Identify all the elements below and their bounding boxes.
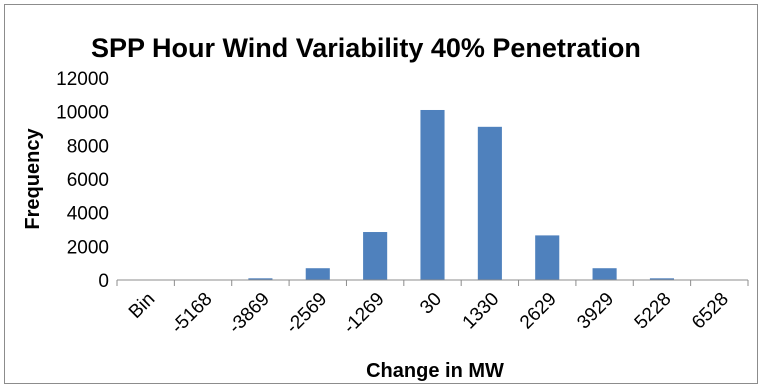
x-tick-label: 1330 — [459, 289, 504, 334]
y-axis-ticks: 0 2000 4000 6000 8000 10000 12000 — [56, 69, 109, 292]
x-tick-label: -1269 — [339, 289, 388, 338]
bar — [420, 109, 445, 280]
x-tick-label: 30 — [416, 289, 446, 319]
bar-chart: SPP Hour Wind Variability 40% Penetratio… — [22, 33, 749, 382]
bar — [535, 235, 560, 280]
x-tick-label: -2569 — [282, 289, 331, 338]
bar — [305, 268, 330, 280]
y-tick-label: 2000 — [67, 237, 109, 258]
x-tick-label: -3869 — [225, 289, 274, 338]
bar — [363, 232, 388, 280]
x-tick-label: Bin — [125, 289, 159, 323]
x-tick-label: 2629 — [516, 289, 561, 334]
chart-frame: SPP Hour Wind Variability 40% Penetratio… — [4, 4, 758, 384]
bar — [592, 268, 617, 280]
y-tick-label: 10000 — [56, 103, 109, 124]
chart-title: SPP Hour Wind Variability 40% Penetratio… — [91, 33, 641, 63]
bar — [248, 278, 273, 280]
x-tick-label: 5228 — [631, 289, 676, 334]
y-tick-label: 8000 — [67, 136, 109, 157]
y-tick-label: 4000 — [67, 204, 109, 225]
x-axis-ticks: Bin -5168 -3869 -2569 -1269 30 1330 2629 3929 522… — [116, 280, 749, 338]
x-tick-label: 3929 — [573, 289, 618, 334]
bars — [248, 109, 675, 280]
y-tick-label: 12000 — [56, 69, 109, 90]
y-tick-label: 0 — [98, 271, 109, 292]
y-tick-label: 6000 — [67, 170, 109, 191]
bar — [649, 278, 675, 280]
x-tick-label: 6528 — [688, 289, 733, 334]
bar — [477, 126, 502, 280]
x-axis-label: Change in MW — [366, 360, 504, 382]
y-axis-label: Frequency — [22, 128, 44, 230]
x-tick-label: -5168 — [167, 289, 216, 338]
